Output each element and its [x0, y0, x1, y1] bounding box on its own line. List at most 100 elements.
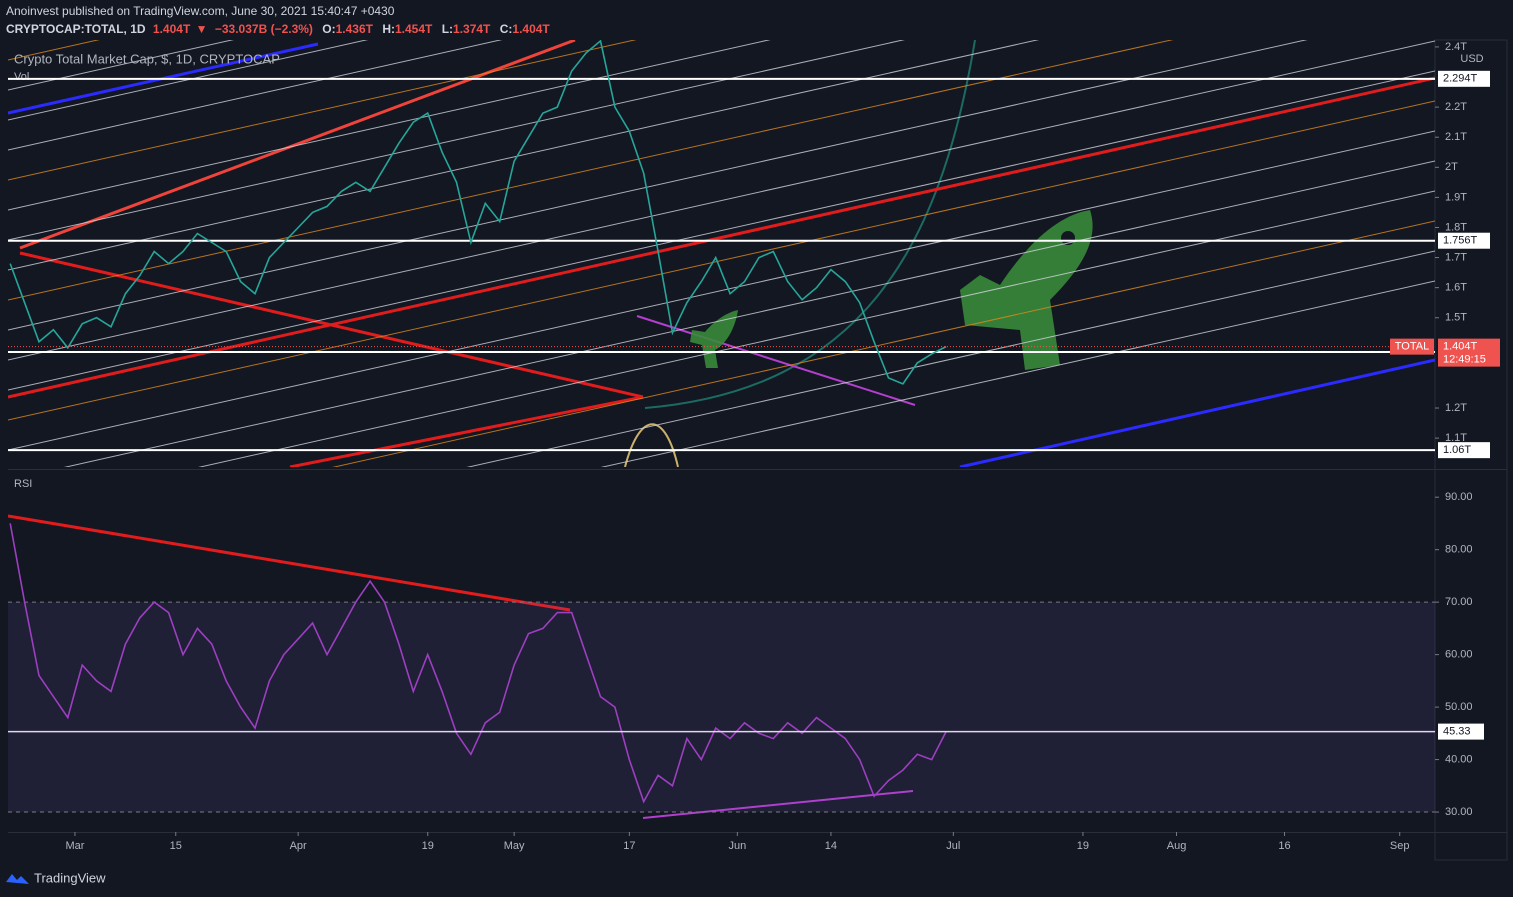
- countdown: 12:49:15: [1443, 354, 1486, 366]
- x-tick-label: Jun: [728, 840, 746, 852]
- y-tick-label: 60.00: [1445, 649, 1473, 661]
- x-tick-label: Aug: [1167, 840, 1187, 852]
- y-tick-label: 1.9T: [1445, 191, 1467, 203]
- currency: USD: [1460, 53, 1483, 65]
- level-tag: [1438, 442, 1490, 459]
- low-label: L:: [442, 22, 453, 36]
- x-tick-label: Jul: [946, 840, 960, 852]
- arc-drawing: [644, 40, 976, 409]
- x-tick-label: May: [504, 840, 525, 852]
- open-label: O:: [322, 22, 335, 36]
- y-tick-label: 1.6T: [1445, 282, 1467, 294]
- channel-line: [8, 40, 1435, 361]
- last-price: 1.404T: [153, 22, 191, 36]
- level-label: 2.294T: [1443, 73, 1478, 85]
- last-price: 1.404T: [1443, 341, 1478, 353]
- y-tick-label: 1.5T: [1445, 312, 1467, 324]
- channel-line: [8, 40, 637, 181]
- series-tag: [1390, 338, 1434, 355]
- y-tick-label: 50.00: [1445, 701, 1473, 713]
- channel-line: [8, 100, 1435, 421]
- footer-brand: TradingView: [34, 870, 106, 885]
- y-tick-label: 40.00: [1445, 753, 1473, 765]
- x-tick-label: Mar: [65, 840, 84, 852]
- y-tick-label: 2T: [1445, 161, 1458, 173]
- x-tick-label: 16: [1278, 840, 1290, 852]
- drawings: [8, 40, 1435, 467]
- last-tag: [1438, 723, 1484, 740]
- trend-line: [289, 395, 644, 467]
- level-tag: [1438, 70, 1490, 87]
- symbol: CRYPTOCAP:TOTAL, 1D: [6, 22, 146, 36]
- channel-line: [600, 280, 1435, 467]
- x-tick-label: 14: [825, 840, 837, 852]
- open: 1.436T: [336, 22, 374, 36]
- high: 1.454T: [395, 22, 433, 36]
- channel-line: [8, 40, 1174, 301]
- y-tick-label: 80.00: [1445, 544, 1473, 556]
- y-tick-label: 30.00: [1445, 806, 1473, 818]
- y-tick-label: 1.1T: [1445, 432, 1467, 444]
- last-rsi: 45.33: [1443, 726, 1471, 738]
- pane: [8, 523, 1435, 813]
- low: 1.374T: [453, 22, 491, 36]
- channel-line: [63, 160, 1435, 467]
- trend-line: [8, 514, 571, 612]
- volume-label: Vol: [14, 71, 29, 83]
- y-tick-label: 2.4T: [1445, 41, 1467, 53]
- y-tick-label: 1.2T: [1445, 402, 1467, 414]
- pane: [8, 40, 1435, 452]
- channel-line: [466, 250, 1435, 467]
- rsi-title: RSI: [14, 478, 32, 490]
- close-label: C:: [500, 22, 513, 36]
- channel-line: [8, 40, 905, 241]
- channel-line: [332, 220, 1435, 467]
- publisher: Anoinvest published on TradingView.com, …: [6, 4, 395, 18]
- trend-line: [8, 76, 1435, 399]
- trend-line: [19, 251, 644, 399]
- level-label: 1.06T: [1443, 444, 1471, 456]
- channel-line: [198, 190, 1435, 467]
- x-tick-label: Apr: [290, 840, 307, 852]
- level-label: 1.756T: [1443, 235, 1478, 247]
- y-tick-label: 1.7T: [1445, 251, 1467, 263]
- x-tick-label: 17: [623, 840, 635, 852]
- trend-line: [642, 790, 914, 819]
- series-name: TOTAL: [1395, 341, 1429, 353]
- level-tag: [1438, 232, 1490, 249]
- symbol-row: CRYPTOCAP:TOTAL, 1D 1.404T ▼ −33.037B (−…: [6, 22, 550, 36]
- series-line: [9, 523, 947, 804]
- close: 1.404T: [512, 22, 550, 36]
- x-tick-label: 19: [422, 840, 434, 852]
- change-arrow: ▼: [196, 22, 208, 36]
- channel-line: [8, 40, 1308, 331]
- y-tick-label: 90.00: [1445, 491, 1473, 503]
- channel-line: [8, 40, 369, 121]
- x-tick-label: 15: [170, 840, 182, 852]
- rocket-drawing: [690, 310, 738, 368]
- y-tick-label: 2.1T: [1445, 131, 1467, 143]
- high-label: H:: [382, 22, 395, 36]
- rsi-band: [8, 602, 1435, 813]
- drawings: [8, 514, 914, 819]
- last-tag: [1438, 338, 1500, 367]
- series-line: [9, 40, 947, 385]
- channel-line: [8, 130, 1435, 451]
- x-tick-label: 19: [1077, 840, 1089, 852]
- trend-line: [636, 315, 916, 406]
- logo: [6, 874, 29, 884]
- y-tick-label: 2.2T: [1445, 101, 1467, 113]
- rocket-drawing: [960, 210, 1093, 370]
- trend-line: [19, 40, 576, 250]
- y-tick-label: 70.00: [1445, 596, 1473, 608]
- channel-line: [8, 40, 1040, 271]
- channel-line: [8, 40, 771, 211]
- y-tick-label: 1.8T: [1445, 221, 1467, 233]
- chart-title: Crypto Total Market Cap, $, 1D, CRYPTOCA…: [14, 51, 280, 66]
- x-tick-label: Sep: [1390, 840, 1410, 852]
- channel-line: [8, 40, 503, 151]
- change: −33.037B (−2.3%): [215, 22, 313, 36]
- channel-line: [8, 70, 1435, 391]
